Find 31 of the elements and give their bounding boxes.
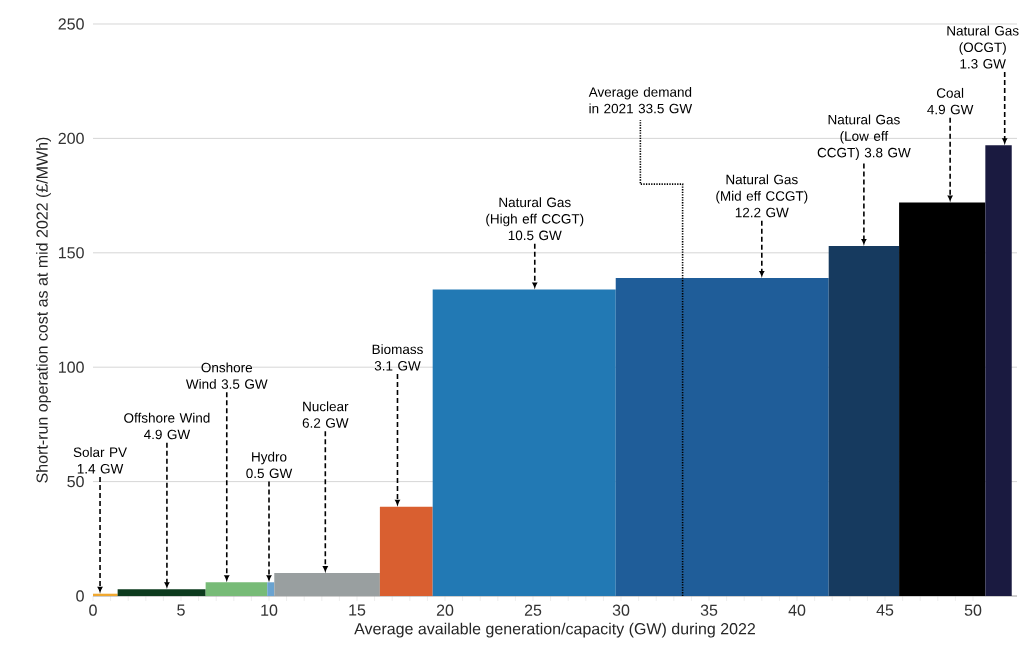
annotation: Nuclear 6.2 GW <box>302 401 349 428</box>
x-tick-label: 0 <box>89 604 97 616</box>
annotation: Hydro 0.5 GW <box>246 451 293 479</box>
annotation: Solar PV 1.4 GW <box>73 447 127 474</box>
x-axis-title: Average available generation/capacity (GW) during 2022 <box>354 622 755 638</box>
y-tick-label: 0 <box>76 590 84 602</box>
annotation: Onshore Wind 3.5 GW <box>185 362 268 389</box>
x-tick-label: 20 <box>436 604 454 616</box>
annotation: Biomass 3.1 GW <box>372 344 423 371</box>
x-tick-label: 30 <box>612 604 630 616</box>
y-axis-title: Short-run operation cost as at mid 2022 (£/MWh) <box>36 137 51 483</box>
x-tick-label: 40 <box>788 604 806 616</box>
annotation: Natural Gas (OCGT) 1.3 GW <box>947 25 1019 69</box>
annotation: Natural Gas (Low eff CCGT) 3.8 GW <box>817 114 911 161</box>
annotation: Natural Gas (High eff CCGT) 10.5 GW <box>486 197 584 241</box>
y-tick-label: 50 <box>67 475 84 488</box>
y-tick-label: 200 <box>58 132 84 145</box>
x-tick-label: 35 <box>700 604 718 616</box>
x-tick-label: 5 <box>177 604 185 616</box>
annotation: Natural Gas (Mid eff CCGT) 12.2 GW <box>716 174 808 218</box>
x-tick-label: 15 <box>349 604 366 616</box>
annotation: Offshore Wind 4.9 GW <box>124 412 210 440</box>
x-tick-label: 45 <box>876 604 894 616</box>
x-tick-label: 10 <box>261 604 278 616</box>
ref-line-label: Average demand in 2021 33.5 GW <box>588 86 693 114</box>
y-tick-label: 150 <box>59 247 84 259</box>
annotation: Coal 4.9 GW <box>927 87 974 115</box>
x-tick-label: 50 <box>964 604 982 616</box>
y-tick-label: 100 <box>59 361 84 373</box>
x-tick-label: 25 <box>524 604 542 616</box>
y-tick-label: 250 <box>58 18 84 30</box>
